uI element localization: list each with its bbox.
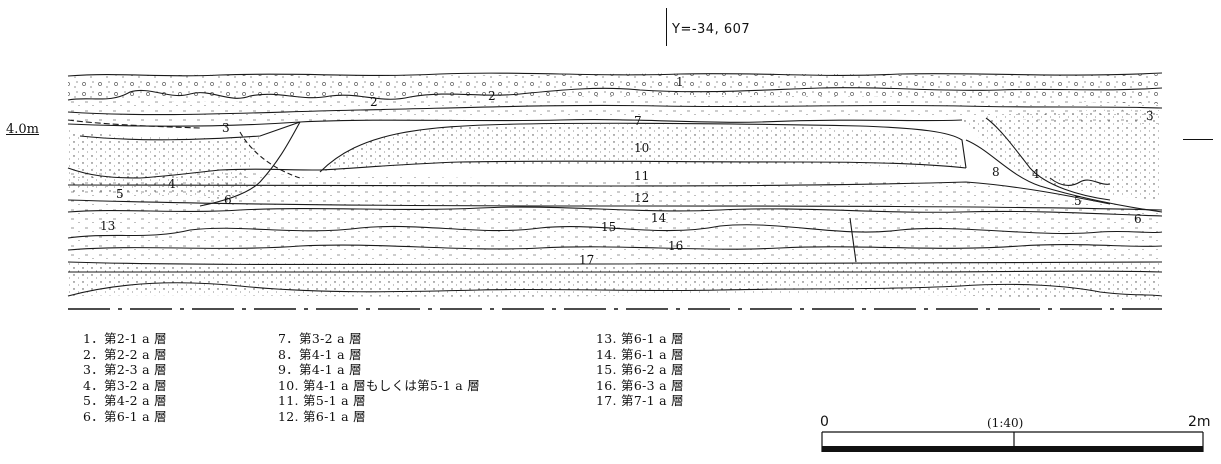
layer-label: 3 bbox=[222, 121, 230, 135]
legend-item: 1．第2-1 a 層 bbox=[83, 331, 167, 346]
legend-item: 13. 第6-1 a 層 bbox=[596, 331, 684, 346]
elevation-tick bbox=[1183, 139, 1213, 140]
layer-label: 4 bbox=[168, 177, 176, 191]
scale-bar bbox=[821, 431, 1204, 452]
legend-column-3: 13. 第6-1 a 層 14. 第6-1 a 層 15. 第6-2 a 層 1… bbox=[596, 331, 684, 409]
layer-label: 10 bbox=[634, 141, 649, 155]
layer-fill-left bbox=[68, 130, 260, 200]
layer-label: 13 bbox=[100, 219, 115, 233]
layer-label: 14 bbox=[651, 211, 667, 225]
layer-label: 1 bbox=[676, 75, 684, 89]
legend-item: 4．第3-2 a 層 bbox=[83, 377, 167, 393]
layer-label: 16 bbox=[668, 239, 683, 253]
layer-label: 3 bbox=[1146, 109, 1154, 123]
layer-label: 6 bbox=[1134, 212, 1142, 226]
legend-item: 17. 第7-1 a 層 bbox=[596, 393, 684, 409]
legend-item: 2．第2-2 a 層 bbox=[83, 346, 167, 362]
layer-label: 4 bbox=[1032, 167, 1040, 181]
layer-fill-right bbox=[962, 109, 1162, 200]
layer-label: 11 bbox=[634, 169, 649, 183]
scale-start-label: 0 bbox=[820, 414, 829, 430]
layer-labels: 1 2 2 3 3 7 10 11 12 14 15 16 17 4 5 6 1… bbox=[100, 75, 1154, 267]
legend-item: 14. 第6-1 a 層 bbox=[596, 346, 684, 362]
layer-label: 12 bbox=[634, 191, 649, 205]
legend-item: 16. 第6-3 a 層 bbox=[596, 377, 684, 393]
layer-label: 2 bbox=[488, 89, 496, 103]
layer-label: 5 bbox=[116, 187, 124, 201]
legend-column-2: 7．第3-2 a 層 8．第4-1 a 層 9．第4-1 a 層 10. 第4-… bbox=[278, 331, 480, 425]
legend-column-1: 1．第2-1 a 層 2．第2-2 a 層 3．第2-3 a 層 4．第3-2 … bbox=[83, 331, 167, 425]
legend-item: 5．第4-2 a 層 bbox=[83, 393, 167, 409]
scale-ratio-label: (1:40) bbox=[987, 416, 1024, 430]
legend-item: 9．第4-1 a 層 bbox=[278, 362, 362, 378]
legend-item: 8．第4-1 a 層 bbox=[278, 346, 362, 362]
coordinate-tick bbox=[666, 8, 667, 46]
coordinate-label: Y=-34, 607 bbox=[672, 22, 751, 37]
legend-item: 11. 第5-1 a 層 bbox=[278, 393, 366, 409]
layer-label: 15 bbox=[601, 220, 616, 234]
layer-label: 8 bbox=[992, 165, 1000, 179]
elevation-label: 4.0m bbox=[6, 122, 40, 137]
legend-item: 12. 第6-1 a 層 bbox=[278, 408, 366, 424]
layer-label: 7 bbox=[634, 114, 642, 128]
legend-item: 10. 第4-1 a 層もしくは第5-1 a 層 bbox=[278, 377, 481, 393]
layer-label: 17 bbox=[579, 253, 594, 267]
legend-item: 3．第2-3 a 層 bbox=[83, 362, 167, 378]
layer-boundaries bbox=[67, 72, 1163, 297]
legend-item: 7．第3-2 a 層 bbox=[278, 331, 362, 346]
layer-label: 6 bbox=[224, 193, 232, 207]
layer-label: 2 bbox=[370, 95, 378, 109]
scale-end-label: 2m bbox=[1188, 414, 1211, 430]
layer-fill-lower bbox=[68, 262, 1162, 300]
legend-item: 15. 第6-2 a 層 bbox=[596, 362, 684, 378]
layer-fill-10 bbox=[320, 124, 962, 172]
layer-fill-middle bbox=[68, 168, 1162, 263]
layer-label: 5 bbox=[1074, 194, 1082, 208]
layer-fill-upper bbox=[68, 94, 1162, 125]
legend-item: 6．第6-1 a 層 bbox=[83, 408, 167, 424]
